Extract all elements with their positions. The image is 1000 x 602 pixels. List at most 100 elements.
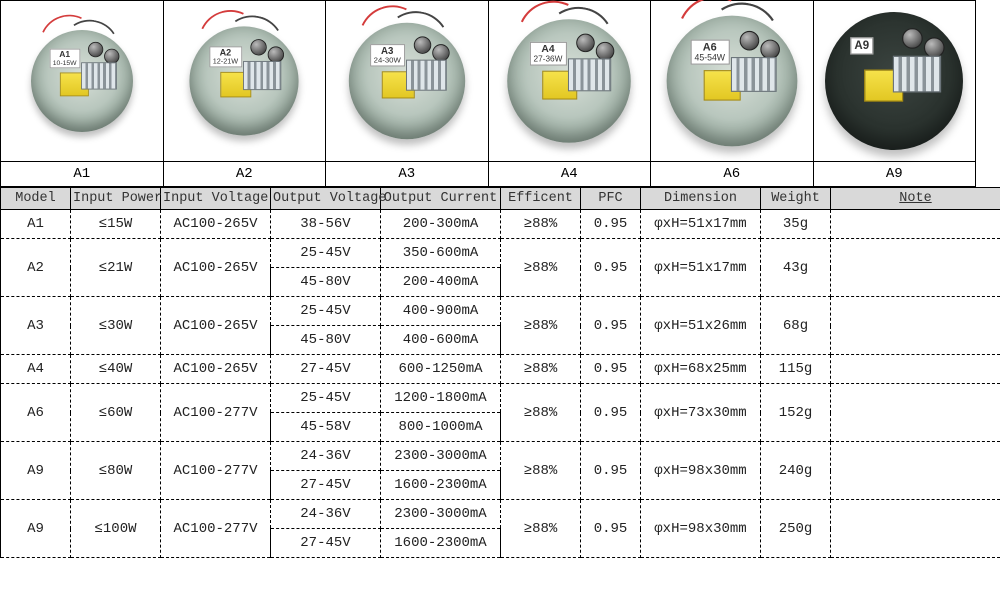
cell-vin: AC100-265V	[161, 210, 271, 239]
cell-iout: 200-300mA	[381, 210, 501, 239]
product-tag: A324-30W	[369, 44, 404, 67]
cell-dim: φxH=51x26mm	[641, 297, 761, 355]
cell-eff: ≥88%	[501, 384, 581, 442]
product-label-row: A1A2A3A4A6A9	[0, 162, 976, 187]
cell-iout: 400-900mA	[381, 297, 501, 326]
cell-pfc: 0.95	[581, 210, 641, 239]
pcb-graphic: A427-36W	[507, 19, 631, 143]
cell-vout: 25-45V	[271, 384, 381, 413]
col-header: Model	[1, 188, 71, 210]
cell-vin: AC100-277V	[161, 384, 271, 442]
table-row: A3≤30WAC100-265V25-45V400-900mA≥88%0.95φ…	[1, 297, 1000, 326]
col-header: Output Current	[381, 188, 501, 210]
cell-power: ≤21W	[71, 239, 161, 297]
col-header: PFC	[581, 188, 641, 210]
cell-power: ≤15W	[71, 210, 161, 239]
cell-vout: 25-45V	[271, 239, 381, 268]
col-header: Note	[831, 188, 1000, 210]
product-label: A9	[814, 162, 977, 186]
cell-vout: 45-58V	[271, 413, 381, 442]
cell-note	[831, 384, 1000, 442]
cell-pfc: 0.95	[581, 500, 641, 558]
cell-wt: 35g	[761, 210, 831, 239]
pcb-graphic: A645-54W	[666, 16, 797, 147]
cell-note	[831, 500, 1000, 558]
cell-iout: 200-400mA	[381, 268, 501, 297]
table-header-row: ModelInput PowerInput VoltageOutput Volt…	[1, 188, 1000, 210]
pcb-graphic: A9	[825, 12, 963, 150]
cell-model: A2	[1, 239, 71, 297]
table-row: A4≤40WAC100-265V27-45V600-1250mA≥88%0.95…	[1, 355, 1000, 384]
cell-model: A4	[1, 355, 71, 384]
cell-dim: φxH=51x17mm	[641, 210, 761, 239]
cell-wt: 152g	[761, 384, 831, 442]
product-tag-model: A9	[855, 39, 870, 52]
product-tag-power: 45-54W	[694, 52, 725, 62]
cell-pfc: 0.95	[581, 355, 641, 384]
cell-note	[831, 355, 1000, 384]
pcb-graphic: A212-21W	[190, 26, 299, 135]
product-label: A2	[164, 162, 327, 186]
cell-dim: φxH=51x17mm	[641, 239, 761, 297]
spec-table: ModelInput PowerInput VoltageOutput Volt…	[0, 187, 1000, 558]
pcb-graphic: A110-15W	[31, 30, 133, 132]
cell-power: ≤80W	[71, 442, 161, 500]
cell-wt: 240g	[761, 442, 831, 500]
cell-vout: 25-45V	[271, 297, 381, 326]
col-header: Input Voltage	[161, 188, 271, 210]
cell-power: ≤100W	[71, 500, 161, 558]
cell-eff: ≥88%	[501, 210, 581, 239]
cell-vout: 38-56V	[271, 210, 381, 239]
cell-power: ≤60W	[71, 384, 161, 442]
cell-note	[831, 210, 1000, 239]
cell-pfc: 0.95	[581, 297, 641, 355]
cell-iout: 1600-2300mA	[381, 471, 501, 500]
table-row: A9≤100WAC100-277V24-36V2300-3000mA≥88%0.…	[1, 500, 1000, 529]
cell-eff: ≥88%	[501, 239, 581, 297]
cell-iout: 800-1000mA	[381, 413, 501, 442]
col-header: Weight	[761, 188, 831, 210]
product-image-row: A110-15W A212-21W A324-30W A427-36W A645-54W…	[0, 0, 976, 162]
product-image-a1: A110-15W	[1, 1, 164, 161]
product-label: A1	[1, 162, 164, 186]
cell-vout: 27-45V	[271, 529, 381, 558]
cell-iout: 1600-2300mA	[381, 529, 501, 558]
cell-wt: 68g	[761, 297, 831, 355]
product-tag-power: 12-21W	[213, 57, 238, 65]
cell-vout: 27-45V	[271, 471, 381, 500]
cell-vin: AC100-265V	[161, 297, 271, 355]
product-label: A4	[489, 162, 652, 186]
product-label: A6	[651, 162, 814, 186]
pcb-graphic: A324-30W	[349, 23, 465, 139]
cell-pfc: 0.95	[581, 442, 641, 500]
table-row: A1≤15WAC100-265V38-56V200-300mA≥88%0.95φ…	[1, 210, 1000, 239]
cell-model: A1	[1, 210, 71, 239]
cell-iout: 2300-3000mA	[381, 500, 501, 529]
product-tag: A645-54W	[690, 39, 729, 65]
col-header: Output Voltage	[271, 188, 381, 210]
product-image-a9: A9	[814, 1, 977, 161]
cell-iout: 600-1250mA	[381, 355, 501, 384]
cell-eff: ≥88%	[501, 355, 581, 384]
cell-vin: AC100-265V	[161, 355, 271, 384]
cell-iout: 2300-3000mA	[381, 442, 501, 471]
product-tag-power: 27-36W	[534, 54, 563, 63]
cell-model: A3	[1, 297, 71, 355]
product-tag: A110-15W	[49, 48, 80, 68]
cell-vin: AC100-277V	[161, 442, 271, 500]
cell-iout: 350-600mA	[381, 239, 501, 268]
cell-eff: ≥88%	[501, 442, 581, 500]
product-label: A3	[326, 162, 489, 186]
table-row: A9≤80WAC100-277V24-36V2300-3000mA≥88%0.9…	[1, 442, 1000, 471]
cell-vout: 45-80V	[271, 268, 381, 297]
product-tag: A9	[850, 37, 874, 54]
cell-wt: 115g	[761, 355, 831, 384]
cell-eff: ≥88%	[501, 297, 581, 355]
cell-vout: 24-36V	[271, 500, 381, 529]
cell-dim: φxH=98x30mm	[641, 442, 761, 500]
cell-note	[831, 239, 1000, 297]
col-header: Input Power	[71, 188, 161, 210]
product-image-a3: A324-30W	[326, 1, 489, 161]
cell-vout: 27-45V	[271, 355, 381, 384]
cell-power: ≤40W	[71, 355, 161, 384]
